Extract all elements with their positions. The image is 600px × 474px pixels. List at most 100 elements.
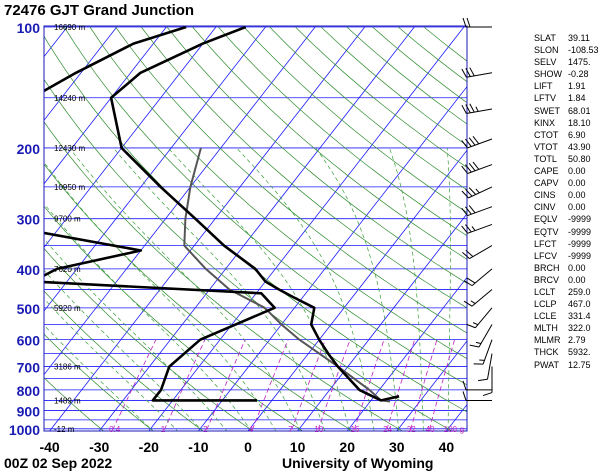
height-label: 7620 m — [54, 265, 81, 274]
index-row: CINS 0.00 — [534, 189, 599, 201]
wind-barb-flag — [461, 68, 467, 78]
index-row: SHOW -0.28 — [534, 68, 599, 80]
index-key: LFCV — [534, 250, 558, 261]
wind-barb-flag — [461, 140, 468, 149]
wind-barb-flag — [462, 251, 470, 259]
wind-barb-staff — [468, 186, 493, 199]
index-value: -9999 — [568, 238, 592, 249]
sounding-indices: SLAT 39.11 SLON -108.53 SELV 1475. SHOW -0.28 LI… — [534, 32, 599, 371]
isotherm-line — [0, 27, 18, 437]
pressure-tick-label: 600 — [17, 333, 41, 349]
moist-adiabat — [389, 147, 424, 431]
pressure-tick-label: 300 — [17, 212, 41, 228]
index-value: 12.75 — [568, 359, 591, 370]
moist-adiabat — [69, 147, 301, 431]
temperature-tick-label: 20 — [339, 439, 355, 455]
mixing-ratio-line — [317, 339, 351, 431]
index-row: THCK 5932. — [534, 346, 599, 358]
index-value: 68.01 — [568, 105, 591, 116]
wind-barb-staff — [466, 72, 493, 78]
isotherm-line — [44, 26, 217, 249]
profile-lines — [44, 26, 400, 403]
index-key: LIFT — [534, 81, 553, 92]
temperature-profile-line — [109, 26, 400, 402]
wind-barb — [461, 136, 493, 149]
wind-barb — [461, 161, 493, 174]
index-key: LCLT — [534, 286, 556, 297]
moist-adiabat — [315, 147, 400, 431]
wind-barb — [462, 380, 492, 391]
index-key: CTOT — [534, 129, 559, 140]
index-key: MLTH — [534, 323, 558, 334]
dry-adiabat — [115, 26, 467, 334]
index-row: CAPE 0.00 — [534, 165, 599, 177]
wind-barb — [462, 391, 492, 401]
dry-adiabat — [44, 247, 254, 431]
index-key: PWAT — [534, 359, 559, 370]
index-row: SWET 68.01 — [534, 105, 599, 117]
wind-barb-flag — [468, 163, 476, 172]
dry-adiabat — [44, 377, 105, 431]
index-value: -0.28 — [568, 69, 589, 80]
wind-barb-flag — [466, 17, 471, 28]
page-title: 72476 GJT Grand Junction — [4, 2, 195, 19]
moist-adiabat — [167, 147, 350, 431]
isotherm-line — [44, 26, 68, 58]
mixing-ratio-label: 2 — [203, 425, 208, 434]
temperature-tick-label: -30 — [89, 439, 109, 455]
wind-barb-staff — [467, 164, 493, 174]
wind-barb-flag — [465, 188, 473, 197]
index-value: 0.00 — [568, 202, 586, 213]
index-key: LFCT — [534, 238, 557, 249]
mixing-ratio-line — [251, 339, 289, 431]
wind-barb — [462, 245, 493, 260]
index-value: 1.91 — [568, 81, 586, 92]
wind-barb-flag — [465, 249, 474, 257]
chart-grid — [0, 26, 467, 437]
height-label: 10950 m — [54, 183, 85, 192]
index-key: CAPE — [534, 166, 559, 177]
dry-adiabat — [44, 290, 204, 431]
dry-adiabat — [44, 35, 467, 413]
wind-barb — [463, 289, 493, 307]
wind-barb-staff — [466, 108, 493, 115]
pressure-tick-label: 100 — [17, 20, 41, 36]
wind-barb — [461, 67, 493, 78]
height-label: 5920 m — [54, 304, 81, 313]
wind-barb-staff — [471, 268, 493, 287]
dry-adiabat — [218, 26, 467, 237]
mixing-ratio-label: 24 — [383, 425, 392, 434]
index-value: 0.00 — [568, 274, 586, 285]
wind-barb-staff — [469, 245, 493, 260]
wind-barb-flag — [462, 17, 467, 28]
dry-adiabat — [89, 26, 467, 360]
height-label: 3186 m — [54, 363, 81, 372]
pressure-tick-label: 200 — [17, 141, 41, 157]
dry-adiabat — [63, 26, 467, 386]
index-value: 0.00 — [568, 166, 586, 177]
index-value: 43.90 — [568, 141, 591, 152]
mixing-ratio-label: 10 — [314, 425, 323, 434]
index-row: PWAT 12.75 — [534, 359, 599, 371]
wind-barb-flag — [468, 187, 477, 195]
height-label: 9700 m — [54, 215, 81, 224]
wind-barb — [461, 186, 493, 199]
chart-labels: 0.4 1 2 4 7 10 16 24 32 40 100 g1002003004005006007… — [9, 20, 468, 455]
wind-barb-flag — [465, 104, 471, 114]
wind-barb-flag — [461, 190, 469, 199]
index-value: 259.0 — [568, 286, 591, 297]
isotherm-line — [44, 26, 316, 376]
index-row: LCLT 259.0 — [534, 286, 599, 298]
mixing-ratio-line — [290, 339, 326, 431]
pressure-tick-label: 1000 — [9, 422, 40, 438]
pressure-tick-label: 500 — [17, 301, 41, 317]
index-row: LCLE 331.4 — [534, 310, 599, 322]
index-value: -9999 — [568, 214, 592, 225]
dry-adiabat — [44, 78, 453, 431]
wind-barb-flag — [468, 205, 476, 214]
mixing-ratio-line — [386, 339, 416, 431]
moist-adiabat — [44, 161, 277, 431]
index-value: -108.53 — [568, 45, 599, 56]
wind-barb-flag — [465, 68, 471, 77]
